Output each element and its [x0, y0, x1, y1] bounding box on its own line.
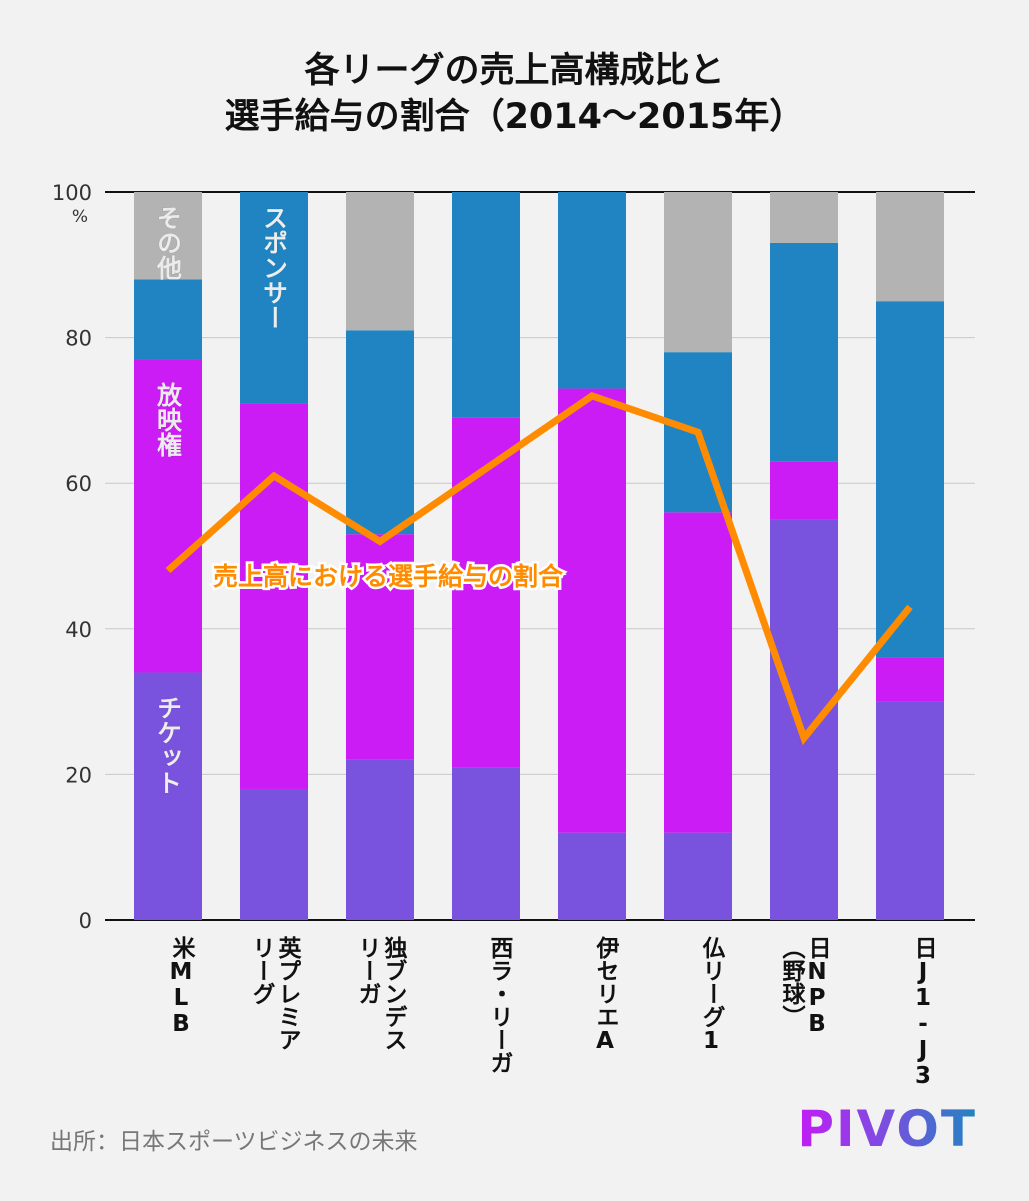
bar-segment-放映権 [770, 461, 838, 520]
x-tick-label: 西ラ・リーガ [486, 936, 512, 1074]
bar-segment-その他 [876, 192, 944, 302]
bar-segment-放映権 [134, 359, 202, 673]
bar-segment-スポンサー [134, 279, 202, 360]
y-tick-label: 100 [52, 181, 92, 205]
bar-segment-スポンサー [240, 192, 308, 404]
label-ticket: チケット [154, 695, 183, 795]
label-sponsor: スポンサー [260, 205, 289, 330]
pivot-logo: PIVOT [797, 1100, 977, 1158]
y-unit-label: % [72, 207, 88, 227]
bar-segment-放映権 [558, 388, 626, 833]
y-tick-label: 20 [65, 763, 92, 787]
x-tick-label: 伊セリエA [592, 936, 618, 1054]
bar-segment-スポンサー [876, 301, 944, 658]
bar-segment-チケット [664, 832, 732, 920]
bar-segment-スポンサー [770, 242, 838, 462]
x-tick-label: 日NPB （野球） [778, 936, 830, 1037]
x-tick-label: 日J1-J3 [910, 936, 936, 1089]
line-label: 売上高における選手給与の割合 [213, 562, 564, 591]
bar-segment-その他 [664, 192, 732, 353]
bar-segment-チケット [240, 788, 308, 920]
bar-segment-放映権 [452, 417, 520, 768]
bar-segment-チケット [876, 701, 944, 920]
label-broadcast: 放映権 [154, 381, 184, 457]
bar-segment-チケット [558, 832, 626, 920]
bar-segment-その他 [770, 192, 838, 243]
y-tick-label: 60 [65, 472, 92, 496]
x-tick-label: 独ブンデス リーガ [354, 936, 406, 1051]
y-tick-label: 40 [65, 618, 92, 642]
bar-segment-放映権 [876, 657, 944, 702]
title-line-2: 選手給与の割合（2014〜2015年） [224, 97, 805, 137]
y-tick-label: 0 [79, 909, 92, 933]
label-other: その他 [154, 205, 184, 280]
bar-segment-放映権 [346, 534, 414, 760]
bar-segment-その他 [134, 192, 202, 280]
bar-segment-その他 [346, 192, 414, 331]
source-note: 出所：日本スポーツビジネスの未来 [50, 1129, 418, 1155]
x-tick-label: 英プレミア リーグ [248, 936, 300, 1051]
bar-segment-放映権 [240, 403, 308, 789]
y-tick-label: 80 [65, 327, 92, 351]
chart-title: 各リーグの売上高構成比と選手給与の割合（2014〜2015年） [0, 48, 1029, 140]
bar-segment-スポンサー [558, 192, 626, 389]
bar-segment-チケット [770, 519, 838, 920]
bar-segment-チケット [452, 767, 520, 920]
title-line-1: 各リーグの売上高構成比と [304, 51, 725, 91]
bar-segment-スポンサー [346, 330, 414, 535]
x-tick-label: 仏リーグ1 [698, 936, 724, 1054]
bar-segment-スポンサー [452, 192, 520, 418]
x-tick-label: 米MLB [168, 936, 194, 1037]
bar-segment-チケット [134, 672, 202, 920]
salary-ratio-line [165, 391, 913, 746]
bar-segment-チケット [346, 759, 414, 920]
bar-segment-放映権 [664, 512, 732, 833]
